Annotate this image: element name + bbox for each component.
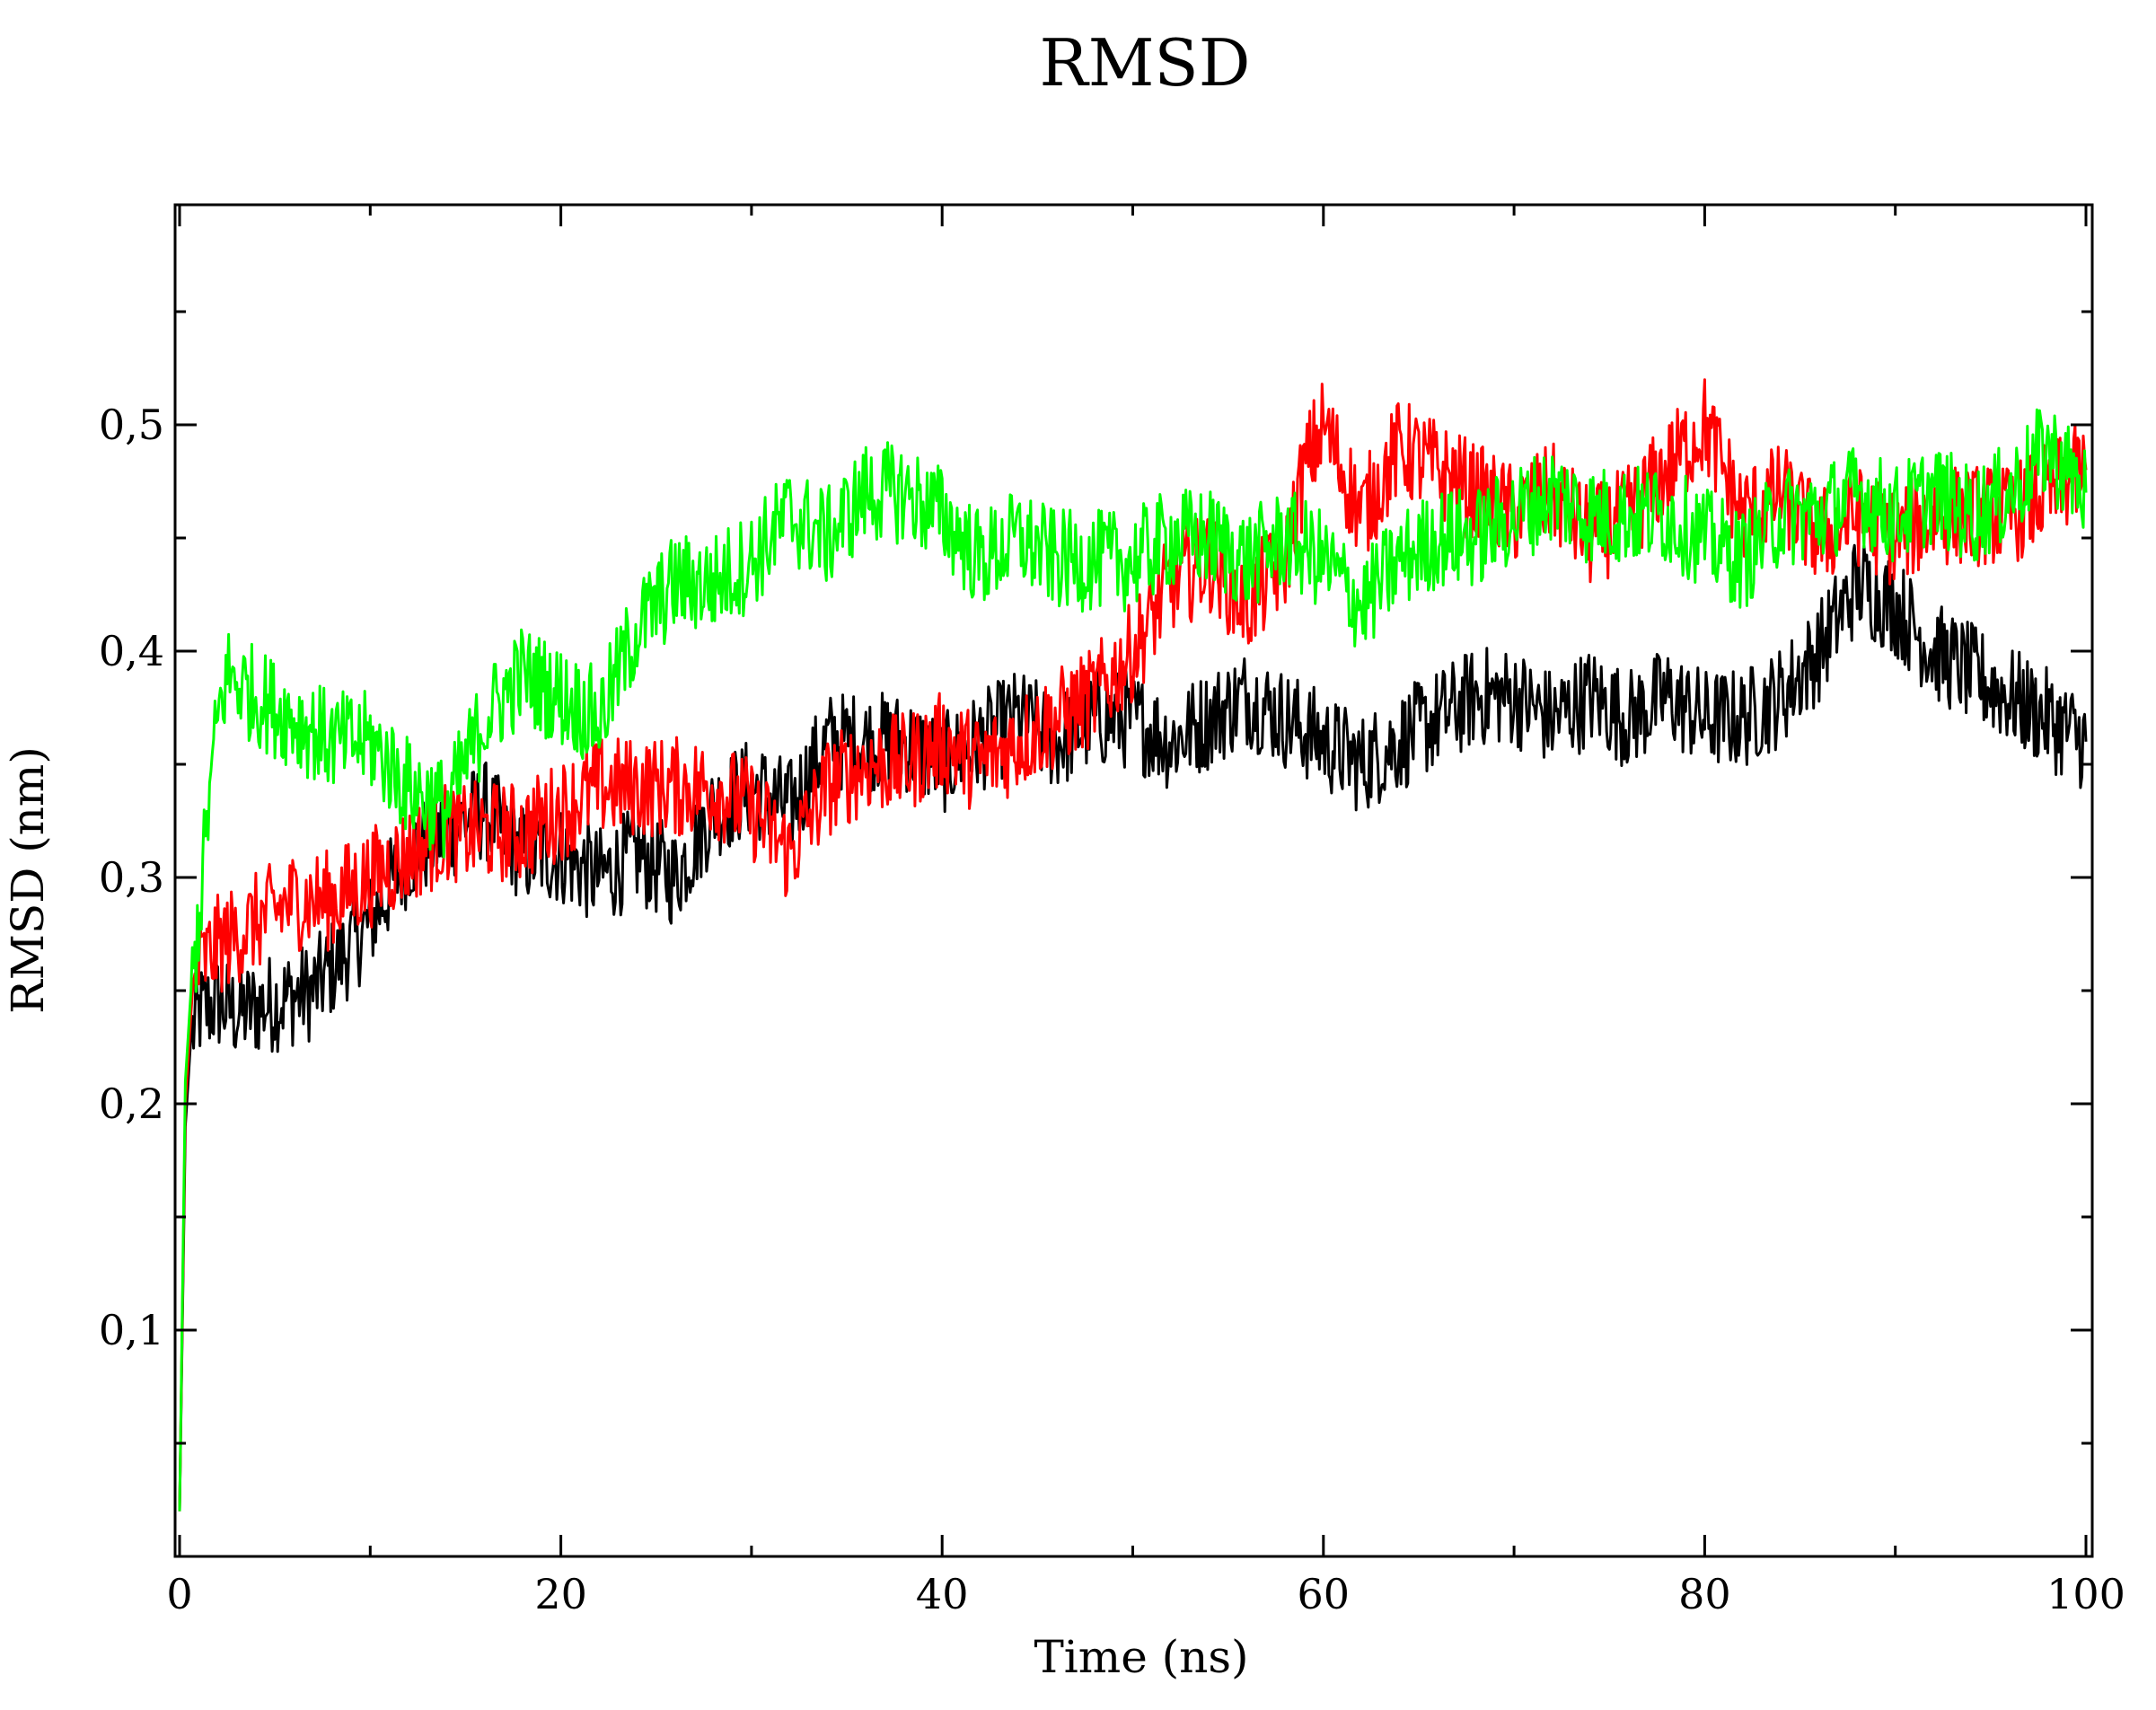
- x-tick-label: 80: [1678, 1570, 1731, 1618]
- series-line-2: [178, 378, 2088, 1512]
- y-axis-label: RMSD (nm): [2, 746, 54, 1014]
- y-tick-label: 0,5: [99, 401, 164, 449]
- x-tick-label: 0: [166, 1570, 192, 1618]
- y-tick-label: 0,3: [99, 853, 164, 902]
- x-tick-label: 100: [2046, 1570, 2125, 1618]
- y-tick-label: 0,1: [99, 1306, 164, 1354]
- y-tick-label: 0,4: [99, 627, 164, 675]
- y-tick-label: 0,2: [99, 1080, 164, 1128]
- chart-title: RMSD: [1040, 25, 1251, 101]
- tick-layer: 0 20 40 60 80 100 0,1 0,2 0,3 0,4 0,5: [99, 205, 2125, 1618]
- plot-frame: [173, 203, 2094, 1558]
- x-axis-label: Time (ns): [1034, 1631, 1248, 1683]
- series-layer: [178, 378, 2088, 1512]
- series-line-3: [178, 408, 2088, 1512]
- x-tick-label: 40: [916, 1570, 969, 1618]
- x-tick-label: 20: [534, 1570, 587, 1618]
- x-tick-label: 60: [1298, 1570, 1351, 1618]
